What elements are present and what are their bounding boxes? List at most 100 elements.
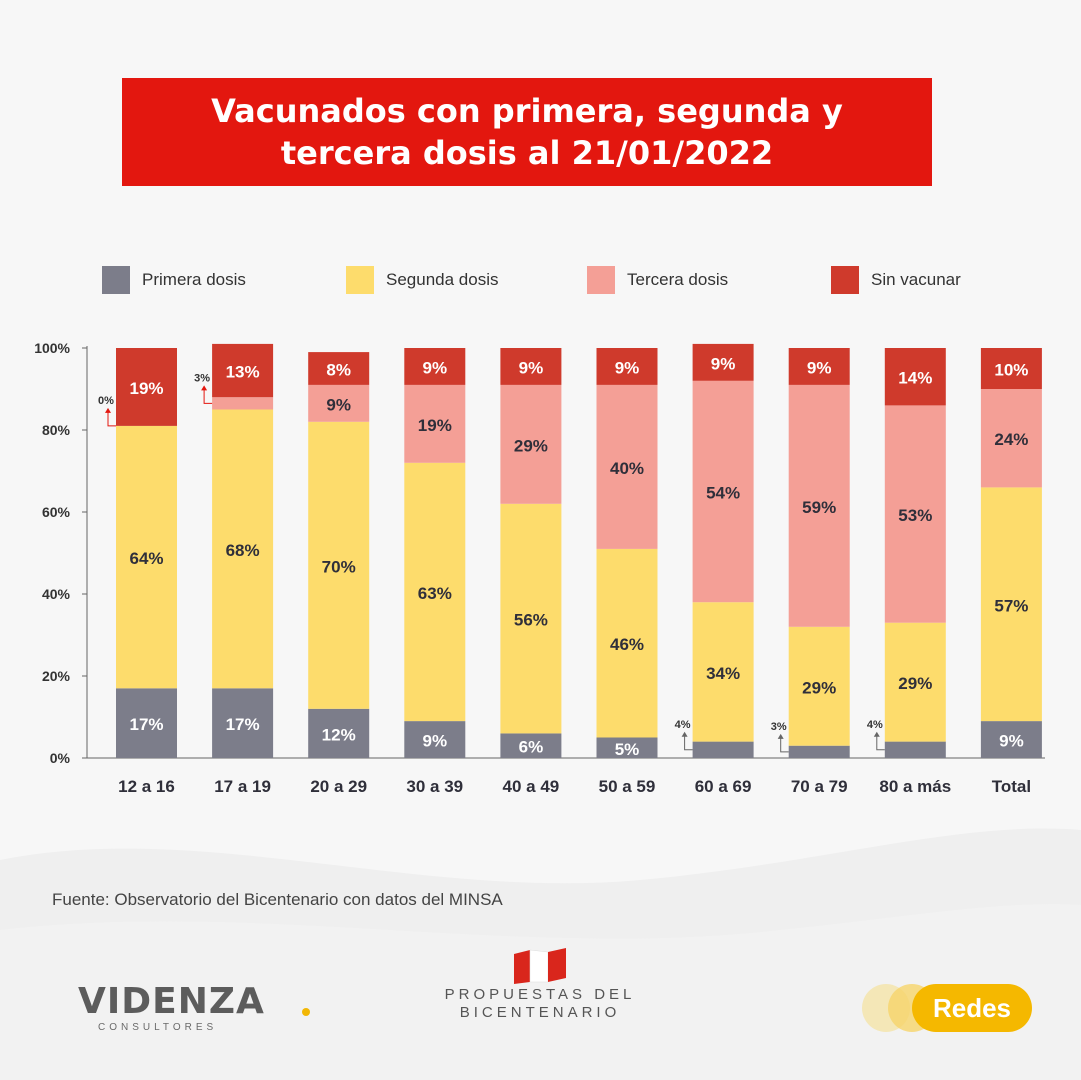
bar-segment	[212, 688, 274, 758]
data-label: 9%	[423, 732, 448, 751]
title-banner: Vacunados con primera, segunda y tercera…	[122, 78, 932, 186]
x-tick-label: 80 a más	[879, 777, 951, 796]
data-label-small: 3%	[194, 372, 210, 384]
bar-segment	[212, 397, 274, 410]
data-label: 9%	[423, 358, 448, 377]
data-label: 5%	[615, 740, 640, 759]
data-label: 14%	[898, 369, 932, 388]
legend-swatch-segunda	[346, 266, 374, 294]
x-tick-label: 40 a 49	[503, 777, 560, 796]
title-line-2: tercera dosis al 21/01/2022	[280, 134, 774, 172]
bar-segment	[500, 503, 562, 734]
data-label: 57%	[994, 596, 1028, 615]
legend-item-segunda: Segunda dosis	[346, 266, 498, 294]
bar-segment	[788, 745, 850, 758]
propuestas-line-2: BICENTENARIO	[459, 1004, 621, 1021]
bar-segment	[404, 348, 466, 385]
data-label: 29%	[898, 674, 932, 693]
x-tick-label: 17 a 19	[214, 777, 271, 796]
bar-segment	[692, 343, 754, 381]
x-tick-label: 50 a 59	[599, 777, 656, 796]
data-label: 17%	[226, 715, 260, 734]
data-label: 9%	[807, 358, 832, 377]
data-label: 12%	[322, 725, 356, 744]
bar-segment	[212, 343, 274, 398]
bar-segment	[884, 405, 946, 623]
callout-arrow	[681, 731, 688, 737]
data-label: 63%	[418, 584, 452, 603]
redes-label: Redes	[912, 984, 1032, 1032]
videnza-dot-icon	[302, 1008, 310, 1016]
videnza-wordmark: VIDENZA	[78, 981, 265, 1022]
data-label: 6%	[519, 738, 544, 757]
callout-line	[203, 387, 213, 404]
bar-segment	[116, 425, 177, 689]
data-label-small: 4%	[675, 719, 691, 731]
callout-arrow	[777, 733, 784, 739]
data-label: 9%	[711, 354, 736, 373]
propuestas-logo: PROPUESTAS DEL BICENTENARIO	[440, 946, 640, 1022]
y-tick-label: 100%	[34, 340, 70, 356]
legend-label-primera: Primera dosis	[142, 270, 246, 289]
data-label: 19%	[129, 379, 163, 398]
bar-segment	[788, 384, 850, 627]
bar-segment	[308, 352, 370, 385]
bar-segment	[308, 708, 370, 758]
bar-segment	[884, 348, 946, 406]
data-label: 9%	[999, 732, 1024, 751]
data-label: 40%	[610, 459, 644, 478]
bar-segment	[500, 384, 562, 504]
legend: Primera dosis Segunda dosis Tercera dosi…	[0, 266, 1081, 298]
x-tick-label: 20 a 29	[310, 777, 367, 796]
y-tick-label: 40%	[42, 586, 71, 602]
legend-swatch-sin-vacunar	[831, 266, 859, 294]
bar-segment	[788, 348, 850, 385]
callout-arrow	[201, 385, 208, 391]
y-tick-label: 60%	[42, 504, 71, 520]
bar-segment	[404, 462, 466, 722]
bar-segment	[980, 721, 1042, 758]
bar-segment	[980, 389, 1042, 488]
bar-segment	[404, 721, 466, 758]
bar-segment	[500, 733, 562, 758]
data-label: 24%	[994, 430, 1028, 449]
x-tick-label: 70 a 79	[791, 777, 848, 796]
bar-segment	[308, 421, 370, 709]
data-label: 17%	[129, 715, 163, 734]
y-tick-label: 20%	[42, 668, 71, 684]
callout-arrow	[105, 407, 111, 413]
bar-segment	[884, 741, 946, 758]
data-label: 68%	[226, 541, 260, 560]
data-label: 56%	[514, 611, 548, 630]
legend-label-tercera: Tercera dosis	[627, 270, 729, 289]
bar-segment	[116, 688, 177, 758]
y-tick-label: 0%	[50, 750, 71, 766]
data-label: 13%	[226, 363, 260, 382]
videnza-subtitle: CONSULTORES	[98, 1022, 218, 1033]
data-label: 59%	[802, 498, 836, 517]
legend-label-sin-vacunar: Sin vacunar	[871, 270, 961, 289]
bar-segment	[980, 487, 1042, 722]
data-label-small: 3%	[771, 721, 787, 733]
x-tick-label: 60 a 69	[695, 777, 752, 796]
bar-segment	[692, 741, 754, 758]
data-label: 8%	[326, 361, 351, 380]
stacked-bar-chart: 0% 20% 40% 60% 80% 100% 17% 64% 0% 19% 12 a 16 17% 6…	[34, 340, 1045, 796]
bar-segment	[596, 384, 658, 549]
propuestas-line-1: PROPUESTAS DEL	[444, 986, 636, 1003]
data-label: 70%	[322, 557, 356, 576]
bar-segment	[980, 348, 1042, 389]
data-label: 54%	[706, 484, 740, 503]
data-label: 46%	[610, 635, 644, 654]
y-tick-label: 80%	[42, 422, 71, 438]
legend-item-sin-vacunar: Sin vacunar	[831, 266, 961, 294]
bar-segment	[596, 348, 658, 385]
bar-segment	[788, 626, 850, 746]
data-label: 9%	[326, 395, 351, 414]
x-tick-label: 30 a 39	[406, 777, 463, 796]
data-label: 64%	[129, 549, 163, 568]
legend-item-tercera: Tercera dosis	[587, 266, 728, 294]
callout-line	[107, 409, 116, 427]
bar-segment	[692, 602, 754, 742]
data-label: 34%	[706, 664, 740, 683]
